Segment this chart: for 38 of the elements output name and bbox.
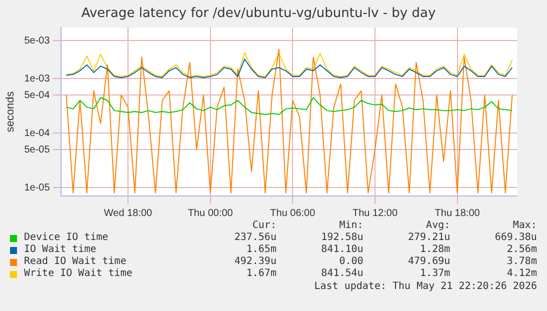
y-tick-label: 1e-03 — [24, 73, 50, 84]
y-tick-label: 1e-05 — [24, 182, 50, 194]
y-tick-label: 5e-03 — [24, 35, 50, 46]
chart-title: Average latency for /dev/ubuntu-vg/ubuntu-lv - by day — [81, 6, 436, 22]
text: 1.65m — [245, 244, 276, 256]
text: 1.37m — [419, 268, 450, 280]
text: Cur: — [251, 220, 276, 232]
x-tick-label: Thu 06:00 — [270, 208, 316, 219]
legend-label: Read IO Wait time — [24, 256, 126, 268]
legend-label: Device IO time — [24, 232, 108, 244]
legend-label: IO Wait time — [24, 244, 96, 256]
text: 237.56u — [233, 232, 276, 244]
text: 4.12m — [506, 268, 537, 280]
x-tick-label: Thu 18:00 — [434, 208, 480, 219]
x-tick-label: Thu 00:00 — [188, 208, 234, 219]
text: 192.58u — [320, 232, 364, 244]
text: 1.67m — [245, 268, 276, 280]
y-tick-label: 5e-05 — [24, 144, 50, 156]
legend-label: Write IO Wait time — [24, 268, 132, 280]
text: Max: — [512, 220, 537, 232]
text: 841.10u — [320, 244, 364, 256]
text: 3.78m — [506, 256, 537, 268]
x-tick-label: Thu 12:00 — [352, 208, 398, 219]
text: Min: — [338, 220, 364, 232]
y-tick-label: 1e-04 — [24, 128, 50, 139]
text: 841.54u — [320, 268, 364, 280]
text: 669.38u — [494, 232, 537, 244]
x-tick-label: Wed 18:00 — [104, 208, 153, 219]
text: Avg: — [425, 220, 450, 232]
text: 0.00 — [338, 256, 364, 268]
text: 492.39u — [233, 256, 276, 268]
text: 279.21u — [406, 232, 450, 244]
text: Last update: Thu May 21 22:20:26 2026 — [313, 281, 537, 292]
text: 2.56m — [506, 244, 537, 256]
y-axis-title: seconds — [4, 90, 17, 132]
text: 479.69u — [406, 256, 450, 268]
text: 1.28m — [419, 244, 450, 256]
y-tick-label: 5e-04 — [24, 90, 50, 101]
